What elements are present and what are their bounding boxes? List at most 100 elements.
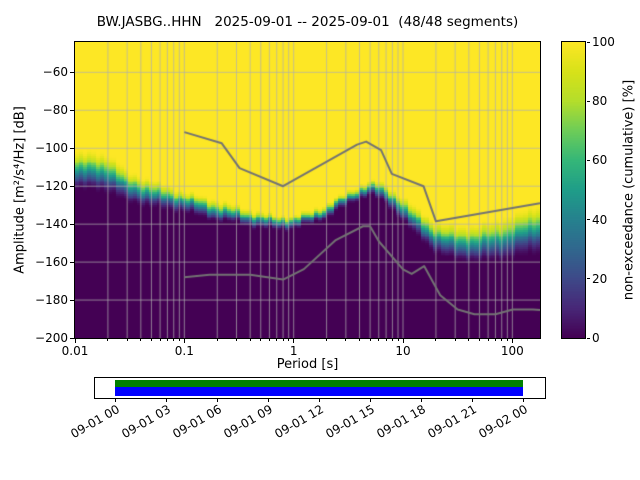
colorbar-tick (587, 337, 590, 339)
x-tick-label: 10 (395, 344, 411, 358)
timeline-tick-label: 09-02 00 (476, 402, 530, 442)
x-minor-tick (150, 339, 152, 341)
x-axis-label: Period [s] (276, 357, 339, 372)
x-minor-tick (216, 339, 218, 341)
x-minor-tick (391, 339, 393, 341)
x-minor-tick (478, 339, 480, 341)
x-minor-tick (454, 339, 456, 341)
y-tick-label: −80 (42, 103, 68, 118)
y-tick-label: −180 (35, 293, 68, 308)
timeline-tick-label: 09-01 15 (323, 402, 377, 442)
x-minor-tick (276, 339, 278, 341)
timeline-tick-label: 09-01 18 (374, 402, 428, 442)
x-minor-tick (166, 339, 168, 341)
x-tick (293, 339, 295, 343)
y-tick (70, 109, 74, 111)
x-minor-tick (494, 339, 496, 341)
y-tick (70, 261, 74, 263)
timeline-tick (114, 399, 116, 402)
x-minor-tick (501, 339, 503, 341)
x-minor-tick (126, 339, 128, 341)
x-tick (183, 339, 185, 343)
x-tick (74, 339, 76, 343)
y-axis-label: Amplitude [m²/s⁴/Hz] [dB] (12, 106, 28, 274)
colorbar-tick-label: 40 (592, 212, 608, 227)
x-minor-tick (359, 339, 360, 341)
colorbar-tick (587, 159, 590, 161)
timeline-tick (318, 399, 320, 402)
timeline-tick (522, 399, 524, 402)
x-tick-label: 1 (289, 344, 298, 358)
y-tick-label: −120 (35, 179, 68, 194)
timeline-tick-label: 09-01 06 (170, 402, 224, 442)
timeline-tick (216, 399, 218, 402)
timeline-tick (165, 399, 167, 402)
colorbar-tick-label: 60 (592, 153, 608, 168)
timeline-tick-label: 09-01 21 (425, 402, 479, 442)
timeline-tick-label: 09-01 00 (68, 402, 122, 442)
x-minor-tick (236, 339, 237, 341)
timeline-coverage-bottom (115, 387, 523, 396)
plot-area (74, 41, 541, 339)
x-minor-tick (288, 339, 290, 341)
x-minor-tick (378, 339, 380, 341)
colorbar (561, 41, 586, 339)
x-minor-tick (435, 339, 437, 341)
x-minor-tick (506, 339, 508, 341)
x-minor-tick (468, 339, 470, 341)
y-tick-label: −60 (42, 65, 68, 80)
timeline-tick (471, 399, 473, 402)
x-tick (402, 339, 404, 343)
timeline-coverage-bar (94, 377, 546, 399)
timeline-coverage-top (115, 380, 523, 387)
y-tick-label: −140 (35, 217, 68, 232)
ppsd-heatmap-canvas (75, 42, 540, 338)
x-minor-tick (369, 339, 371, 341)
x-tick (511, 339, 513, 343)
colorbar-tick-label: 100 (592, 35, 615, 49)
colorbar-tick-label: 0 (592, 331, 600, 345)
timeline-tick (369, 399, 371, 402)
x-minor-tick (487, 339, 489, 341)
x-minor-tick (249, 339, 251, 341)
x-minor-tick (268, 339, 270, 341)
x-minor-tick (173, 339, 175, 341)
colorbar-tick-label: 80 (592, 94, 608, 109)
y-tick-label: −160 (35, 255, 68, 270)
y-tick-label: −200 (35, 331, 68, 345)
x-minor-tick (326, 339, 328, 341)
x-minor-tick (385, 339, 387, 341)
colorbar-label: non-exceedance (cumulative) [%] (621, 79, 637, 301)
x-minor-tick (178, 339, 180, 341)
y-tick (70, 223, 74, 225)
x-minor-tick (345, 339, 347, 341)
colorbar-tick (587, 100, 590, 102)
x-tick-label: 0.01 (61, 344, 89, 358)
x-minor-tick (282, 339, 284, 341)
y-tick (70, 71, 74, 73)
y-tick-label: −100 (35, 141, 68, 156)
timeline-tick-label: 09-01 09 (221, 402, 275, 442)
colorbar-tick-label: 20 (592, 271, 608, 286)
colorbar-canvas (562, 42, 585, 338)
y-tick (70, 147, 74, 149)
timeline-tick-label: 09-01 12 (272, 402, 326, 442)
x-minor-tick (107, 339, 109, 341)
x-minor-tick (159, 339, 161, 341)
x-minor-tick (260, 339, 262, 341)
colorbar-tick (587, 278, 590, 280)
x-minor-tick (140, 339, 142, 341)
timeline-tick (420, 399, 422, 402)
y-tick (70, 337, 74, 339)
x-tick-label: 0.1 (174, 344, 194, 358)
plot-title: BW.JASBG..HHN 2025-09-01 -- 2025-09-01 (… (96, 14, 519, 30)
y-tick (70, 185, 74, 187)
colorbar-tick (587, 41, 590, 43)
timeline-tick-label: 09-01 03 (119, 402, 173, 442)
timeline-tick (267, 399, 269, 402)
x-tick-label: 100 (500, 344, 524, 358)
y-tick (70, 299, 74, 301)
colorbar-tick (587, 219, 590, 221)
x-minor-tick (397, 339, 399, 341)
